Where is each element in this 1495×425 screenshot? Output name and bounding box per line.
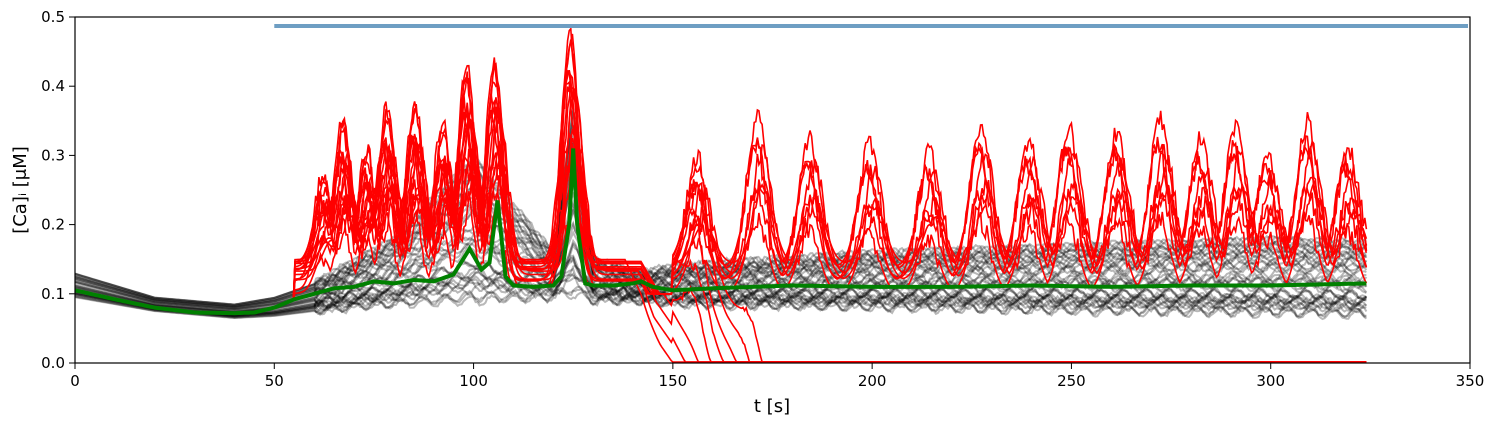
x-tick-label: 300: [1256, 372, 1285, 390]
cell-trace: [75, 124, 1367, 307]
mean-line: [75, 148, 1367, 316]
y-axis-label: [Ca]ᵢ [μM]: [10, 146, 31, 234]
y-axis: 0.0 0.1 0.2 0.3 0.4 0.5: [41, 8, 75, 372]
y-tick-label: 0.1: [41, 285, 65, 303]
plot-frame: [74, 16, 1471, 364]
x-tick-label: 200: [858, 372, 887, 390]
x-tick-label: 350: [1456, 372, 1485, 390]
cell-trace: [75, 272, 1367, 318]
cell-trace: [75, 108, 1367, 306]
x-tick-label: 100: [459, 372, 488, 390]
x-axis: 0 50 100 150 200 250 300 350: [70, 363, 1484, 390]
y-tick-label: 0.5: [41, 8, 65, 26]
cell-trace: [75, 220, 1368, 314]
cell-trace: [75, 289, 1368, 321]
x-tick-label: 0: [70, 372, 80, 390]
cell-trace: [75, 125, 1367, 307]
cell-trace: [75, 288, 1367, 319]
y-tick-label: 0.0: [41, 354, 65, 372]
cell-trace: [75, 157, 1368, 310]
cell-trace: [75, 242, 1367, 316]
x-tick-label: 50: [265, 372, 284, 390]
cell-trace: [75, 254, 1368, 317]
cell-trace: [75, 199, 1368, 313]
y-tick-label: 0.3: [41, 146, 65, 164]
cell-trace: [75, 255, 1367, 317]
x-axis-label: t [s]: [754, 396, 790, 417]
cell-trace: [75, 201, 1367, 313]
x-tick-label: 150: [659, 372, 688, 390]
x-tick-label: 250: [1057, 372, 1086, 390]
y-tick-label: 0.4: [41, 77, 65, 95]
cell-trace: [75, 153, 1367, 309]
mean-trace: [75, 148, 1367, 316]
y-tick-label: 0.2: [41, 216, 65, 234]
